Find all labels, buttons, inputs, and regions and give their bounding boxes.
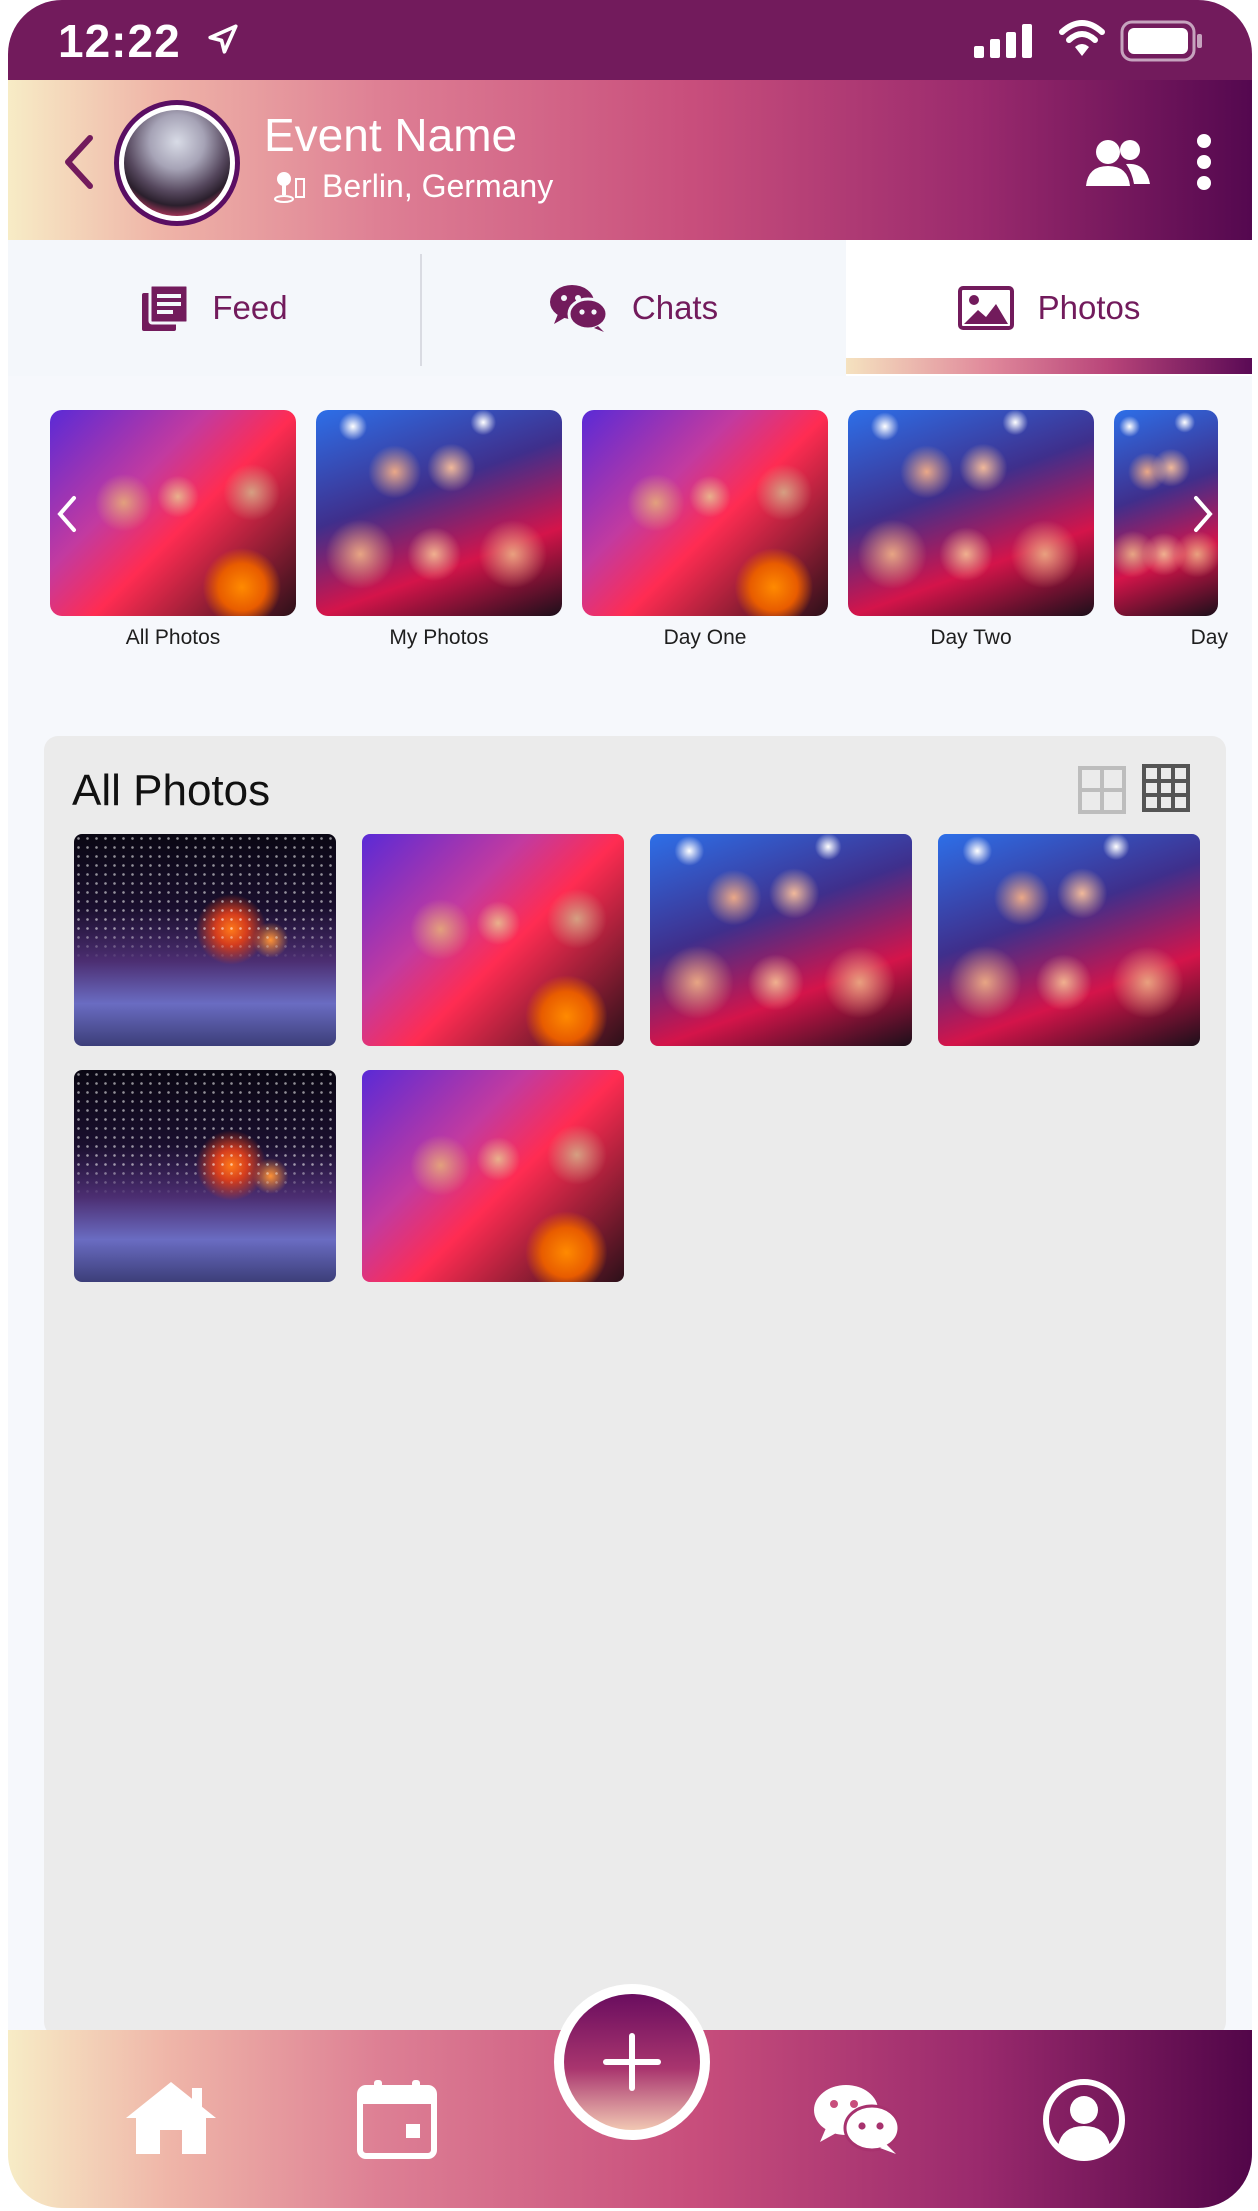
map-pin-icon [274, 171, 305, 203]
tab-feed-label: Feed [212, 289, 288, 326]
tab-chats[interactable]: Chats [422, 240, 846, 376]
album-label: Day Two [930, 626, 1012, 649]
gallery-title: All Photos [72, 766, 271, 815]
event-avatar-image [124, 110, 230, 216]
tab-chats-label: Chats [631, 289, 719, 326]
home-icon[interactable] [124, 2080, 218, 2156]
event-header: Event Name Berlin, Germany [8, 80, 1252, 240]
tab-photos[interactable]: Photos [846, 240, 1252, 376]
event-location: Berlin, Germany [272, 168, 553, 205]
album-thumbnail [316, 410, 562, 616]
phone-screen: 12:22 Event Name [8, 0, 1252, 2208]
tab-bar: Feed Chats Photos [8, 240, 1252, 376]
carousel-prev-icon[interactable] [54, 494, 80, 534]
album-card[interactable]: Day One [582, 410, 828, 650]
chat-icon [549, 285, 608, 332]
gallery-photo[interactable] [74, 1070, 336, 1282]
gallery-photo[interactable] [938, 834, 1200, 1046]
battery-icon [1120, 20, 1202, 62]
album-card[interactable]: My Photos [316, 410, 562, 650]
photo-gallery: All Photos [44, 736, 1226, 2036]
back-arrow-icon[interactable] [58, 132, 98, 192]
gallery-photo[interactable] [74, 834, 336, 1046]
album-label: Day One [663, 626, 747, 649]
album-thumbnail [1114, 410, 1218, 616]
wifi-icon [1059, 20, 1105, 56]
profile-icon[interactable] [1042, 2078, 1126, 2162]
tab-photos-label: Photos [1037, 289, 1141, 326]
location-arrow-icon [208, 24, 238, 54]
status-time: 12:22 [58, 15, 181, 67]
carousel-next-icon[interactable] [1190, 494, 1216, 534]
tab-divider [420, 254, 422, 366]
group-members-icon[interactable] [1086, 138, 1150, 188]
cellular-signal-icon [974, 24, 1032, 58]
album-thumbnail [848, 410, 1094, 616]
album-label: My Photos [389, 626, 489, 649]
status-bar: 12:22 [8, 0, 1252, 80]
gallery-photo[interactable] [362, 834, 624, 1046]
album-label: Day [1190, 626, 1228, 649]
album-thumbnail [50, 410, 296, 616]
album-label: All Photos [125, 626, 221, 649]
feed-icon [142, 285, 189, 331]
tab-feed[interactable]: Feed [8, 240, 422, 376]
more-options-icon[interactable] [1196, 134, 1212, 190]
event-location-text: Berlin, Germany [322, 168, 554, 204]
event-name: Event Name [264, 109, 518, 161]
add-icon [603, 2033, 661, 2091]
album-carousel[interactable]: All Photos My Photos Day One Day Two Day [8, 376, 1252, 690]
album-card[interactable]: Day [1114, 410, 1228, 650]
chat-icon[interactable] [814, 2084, 900, 2154]
gallery-photo[interactable] [650, 834, 912, 1046]
gallery-photo[interactable] [362, 1070, 624, 1282]
active-tab-indicator [846, 358, 1252, 374]
calendar-icon[interactable] [356, 2078, 438, 2160]
album-card[interactable]: All Photos [50, 410, 296, 650]
add-photo-button[interactable] [554, 1984, 710, 2140]
album-card[interactable]: Day Two [848, 410, 1094, 650]
grid-small-view-icon[interactable] [1142, 764, 1190, 812]
event-avatar[interactable] [114, 100, 240, 226]
grid-large-view-icon[interactable] [1078, 766, 1126, 814]
image-icon [957, 286, 1014, 330]
album-thumbnail [582, 410, 828, 616]
